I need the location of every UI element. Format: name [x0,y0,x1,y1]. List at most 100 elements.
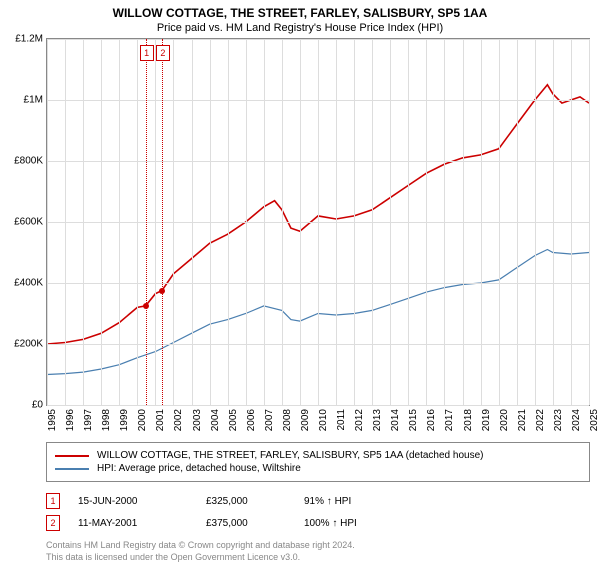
gridline-v [517,39,518,405]
footer-line-2: This data is licensed under the Open Gov… [46,552,590,563]
x-tick-label: 2016 [426,409,437,431]
y-tick-label: £600K [14,217,43,228]
x-tick-label: 2000 [137,409,148,431]
x-tick-label: 2004 [210,409,221,431]
gridline-v [101,39,102,405]
tx-hpi: 100% ↑ HPI [304,518,384,529]
x-tick-label: 2002 [173,409,184,431]
y-tick-label: £400K [14,278,43,289]
gridline-v [318,39,319,405]
gridline-v [228,39,229,405]
x-tick-label: 2005 [228,409,239,431]
x-tick-label: 2013 [372,409,383,431]
gridline-v [354,39,355,405]
gridline-v [408,39,409,405]
x-tick-label: 2010 [318,409,329,431]
gridline-h [47,405,589,406]
gridline-v [571,39,572,405]
tx-date: 11-MAY-2001 [78,518,188,529]
x-tick-label: 2020 [499,409,510,431]
legend-swatch [55,455,89,457]
marker-vline [162,39,163,405]
transaction-row: 2 11-MAY-2001 £375,000 100% ↑ HPI [46,512,590,534]
x-tick-label: 2022 [535,409,546,431]
tx-price: £325,000 [206,496,286,507]
tx-index: 1 [46,493,60,509]
chart-subtitle: Price paid vs. HM Land Registry's House … [0,20,600,38]
gridline-v [372,39,373,405]
gridline-v [300,39,301,405]
gridline-v [463,39,464,405]
transaction-table: 1 15-JUN-2000 £325,000 91% ↑ HPI 2 11-MAY-200… [46,490,590,534]
legend-swatch [55,468,89,470]
y-tick-label: £200K [14,339,43,350]
tx-date: 15-JUN-2000 [78,496,188,507]
x-tick-label: 2003 [192,409,203,431]
gridline-v [553,39,554,405]
y-tick-label: £0 [32,400,43,411]
gridline-v [535,39,536,405]
marker-box: 2 [156,45,170,61]
gridline-v [246,39,247,405]
gridline-v [173,39,174,405]
x-tick-label: 2021 [517,409,528,431]
marker-box: 1 [140,45,154,61]
gridline-v [155,39,156,405]
x-tick-label: 2015 [408,409,419,431]
legend-label: WILLOW COTTAGE, THE STREET, FARLEY, SALI… [97,450,483,461]
y-tick-label: £800K [14,156,43,167]
x-tick-label: 2023 [553,409,564,431]
chart-container: WILLOW COTTAGE, THE STREET, FARLEY, SALI… [0,0,600,560]
gridline-v [264,39,265,405]
gridline-v [336,39,337,405]
gridline-v [499,39,500,405]
gridline-v [65,39,66,405]
legend-row: HPI: Average price, detached house, Wilt… [55,462,581,475]
x-tick-label: 1998 [101,409,112,431]
x-tick-label: 2006 [246,409,257,431]
plot-region: £0£200K£400K£600K£800K£1M£1.2M1995199619… [46,38,590,406]
gridline-v [589,39,590,405]
gridline-v [481,39,482,405]
x-tick-label: 2008 [282,409,293,431]
x-tick-label: 1999 [119,409,130,431]
gridline-v [426,39,427,405]
gridline-v [137,39,138,405]
gridline-v [47,39,48,405]
x-tick-label: 2001 [155,409,166,431]
chart-area: £0£200K£400K£600K£800K£1M£1.2M1995199619… [46,38,590,406]
chart-title: WILLOW COTTAGE, THE STREET, FARLEY, SALI… [0,0,600,20]
tx-price: £375,000 [206,518,286,529]
x-tick-label: 1997 [83,409,94,431]
x-tick-label: 2007 [264,409,275,431]
gridline-v [210,39,211,405]
x-tick-label: 2012 [354,409,365,431]
gridline-v [390,39,391,405]
x-tick-label: 2011 [336,409,347,431]
x-tick-label: 2018 [463,409,474,431]
legend-row: WILLOW COTTAGE, THE STREET, FARLEY, SALI… [55,449,581,462]
y-tick-label: £1M [24,95,43,106]
legend-label: HPI: Average price, detached house, Wilt… [97,463,301,474]
x-tick-label: 2025 [589,409,600,431]
marker-dot [159,288,165,294]
x-tick-label: 2014 [390,409,401,431]
x-tick-label: 2024 [571,409,582,431]
x-tick-label: 1995 [47,409,58,431]
tx-hpi: 91% ↑ HPI [304,496,384,507]
gridline-v [192,39,193,405]
footer-line-1: Contains HM Land Registry data © Crown c… [46,540,590,552]
gridline-v [444,39,445,405]
x-tick-label: 2019 [481,409,492,431]
transaction-row: 1 15-JUN-2000 £325,000 91% ↑ HPI [46,490,590,512]
gridline-v [83,39,84,405]
below-chart: WILLOW COTTAGE, THE STREET, FARLEY, SALI… [46,442,590,563]
x-tick-label: 2017 [444,409,455,431]
gridline-v [119,39,120,405]
legend: WILLOW COTTAGE, THE STREET, FARLEY, SALI… [46,442,590,482]
marker-dot [143,303,149,309]
tx-index: 2 [46,515,60,531]
marker-vline [146,39,147,405]
y-tick-label: £1.2M [15,34,43,45]
x-tick-label: 2009 [300,409,311,431]
